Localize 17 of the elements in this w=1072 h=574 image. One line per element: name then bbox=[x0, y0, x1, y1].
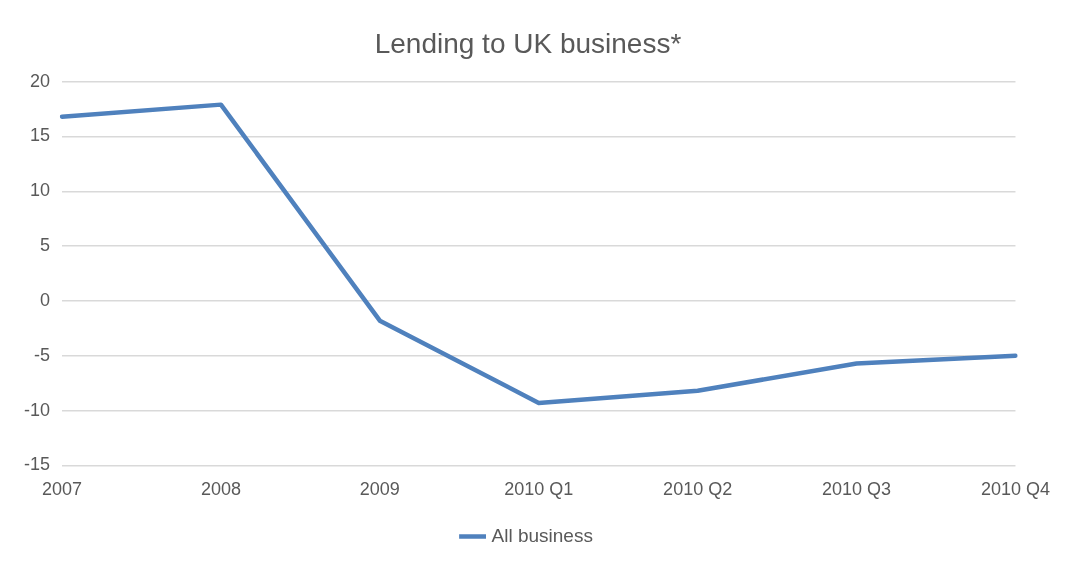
x-tick-label: 2010 Q3 bbox=[822, 479, 892, 500]
legend-label: All business bbox=[491, 524, 593, 546]
y-tick-label: -5 bbox=[34, 344, 51, 365]
y-tick-label: 0 bbox=[40, 289, 51, 310]
x-tick-label: 2007 bbox=[41, 479, 83, 500]
y-tick-label: -10 bbox=[24, 399, 51, 420]
y-tick-label: 15 bbox=[29, 125, 51, 146]
y-tick-label: -15 bbox=[24, 454, 51, 475]
y-tick-label: 20 bbox=[29, 70, 51, 91]
x-tick-label: 2008 bbox=[200, 479, 241, 500]
y-tick-label: 10 bbox=[29, 180, 51, 201]
x-tick-label: 2009 bbox=[359, 479, 400, 500]
chart-title: Lending to UK business* bbox=[374, 27, 682, 59]
x-tick-label: 2010 Q4 bbox=[980, 479, 1050, 500]
x-tick-label: 2010 Q2 bbox=[663, 479, 733, 500]
y-tick-label: 5 bbox=[40, 235, 51, 256]
x-tick-label: 2010 Q1 bbox=[504, 479, 574, 500]
